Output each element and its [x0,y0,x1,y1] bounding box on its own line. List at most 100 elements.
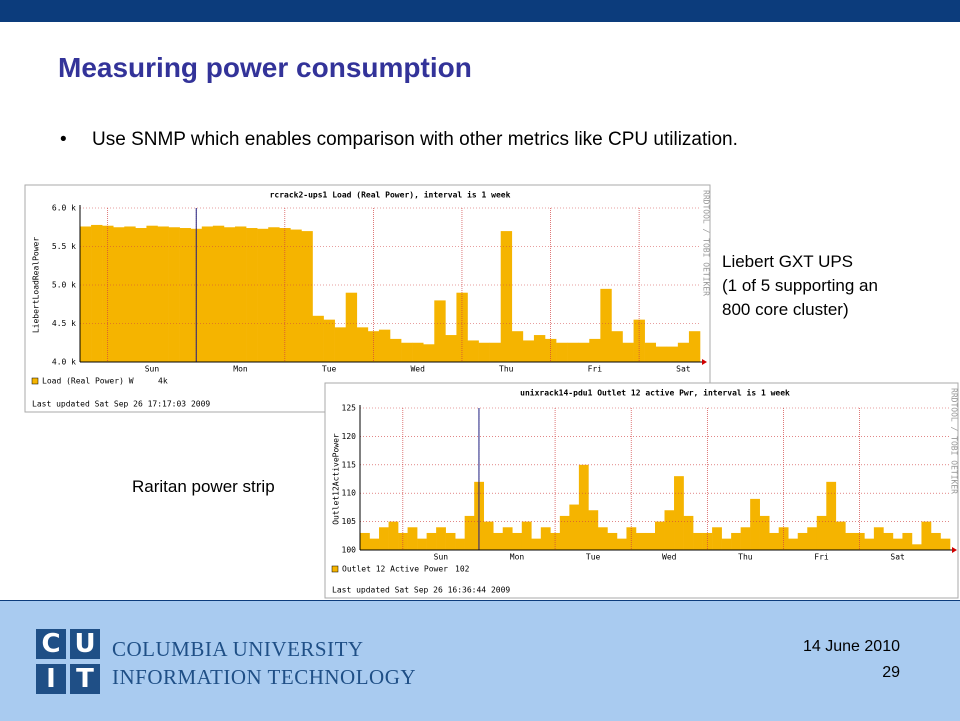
logo-text: COLUMBIA UNIVERSITY [112,637,364,661]
area-bar [569,504,580,550]
date: 14 June 2010 [803,638,900,655]
area-bar [797,532,808,550]
logo-letter: U [70,629,100,659]
area-bar [445,335,457,362]
area-bar [401,342,413,362]
credit: RRDTOOL / TOBI OETIKER [702,190,711,296]
chart-frame [324,382,959,599]
x-tick-label: Thu [738,553,753,562]
area-bar [597,527,608,550]
area-bar [864,538,875,550]
charts: rcrack2-ups1 Load (Real Power), interval… [24,184,959,599]
y-tick-label: 110 [342,489,357,498]
ups-caption: Liebert GXT UPS (1 of 5 supporting an 80… [722,250,878,322]
x-tick-label: Fri [588,365,603,374]
area-bar [398,532,408,550]
area-bar [417,538,427,550]
top-bar [0,0,960,22]
area-bar [807,527,818,550]
y-tick-label: 115 [342,460,357,469]
credit: RRDTOOL / TOBI OETIKER [950,388,959,494]
area-bar [426,532,437,550]
y-tick-label: 4.0 k [52,358,76,367]
page-number: 29 [882,664,900,681]
area-bar [493,532,504,550]
current-value: 102 [455,565,470,574]
area-bar [759,515,770,550]
area-bar [721,538,732,550]
legend-swatch [31,377,39,385]
area-bar [902,532,913,550]
area-bar [521,521,532,550]
area-bar [124,226,136,362]
area-bar [201,226,214,362]
logo-letter: C [36,629,66,659]
area-bar [578,342,590,362]
area-bar [940,538,951,550]
area-bar [578,464,589,550]
x-tick-label: Sun [145,365,160,374]
area-bar [911,544,922,550]
area-bar [445,532,456,550]
area-bar [522,340,535,362]
y-tick-label: 125 [342,404,357,413]
x-tick-label: Wed [410,365,425,374]
strip-caption: Raritan power strip [132,477,275,496]
y-tick-label: 120 [342,432,357,441]
area-bar [677,342,690,362]
y-axis-label: LiebertLoadRealPower [32,237,41,334]
x-tick-label: Sat [890,553,905,562]
area-bar [702,532,713,550]
last-updated: Last updated Sat Sep 26 17:17:03 2009 [32,400,210,409]
area-bar [334,327,347,362]
y-axis-label: Outlet12ActivePower [332,433,341,525]
area-bar [835,521,846,550]
area-bar [455,538,465,550]
y-tick-label: 5.5 k [52,242,76,251]
area-bar [179,228,192,362]
y-tick-label: 5.0 k [52,281,76,290]
area-bar [478,342,490,362]
axis-arrow [702,359,707,365]
area-bar [655,521,665,550]
area-bar [246,228,258,362]
area-bar [388,521,399,550]
caption-line: Liebert GXT UPS [722,252,854,271]
area-bar [589,338,601,362]
area-bar [235,226,247,362]
area-bar [268,227,280,362]
area-bar [80,226,92,362]
legend-swatch [331,565,339,573]
area-bar [740,527,751,550]
area-bar [930,532,941,550]
area-bar [688,331,701,362]
area-bar [540,527,551,550]
area-bar [489,342,502,362]
area-bar [379,527,389,550]
area-bar [423,344,435,362]
area-bar [531,538,542,550]
area-bar [567,342,579,362]
area-bar [157,226,169,362]
x-tick-label: Tue [586,553,601,562]
area-bar [223,227,236,362]
x-tick-label: Sat [676,365,691,374]
area-bar [290,229,302,362]
area-bar [512,532,523,550]
area-bar [664,510,675,550]
chart-title: unixrack14-pdu1 Outlet 12 active Pwr, in… [520,388,790,398]
area-bar [511,331,524,362]
legend-entry: Outlet 12 Active Power [342,565,448,574]
last-updated: Last updated Sat Sep 26 16:36:44 2009 [332,586,510,595]
current-value: 4k [158,377,168,386]
area-bar [279,228,291,362]
area-bar [550,532,561,550]
area-bar [113,227,125,362]
caption-line: 800 core cluster) [722,300,849,319]
area-bar [369,538,380,550]
area-bar [168,227,180,362]
area-bar [135,228,147,362]
x-tick-label: Mon [233,365,248,374]
area-bar [257,228,269,362]
